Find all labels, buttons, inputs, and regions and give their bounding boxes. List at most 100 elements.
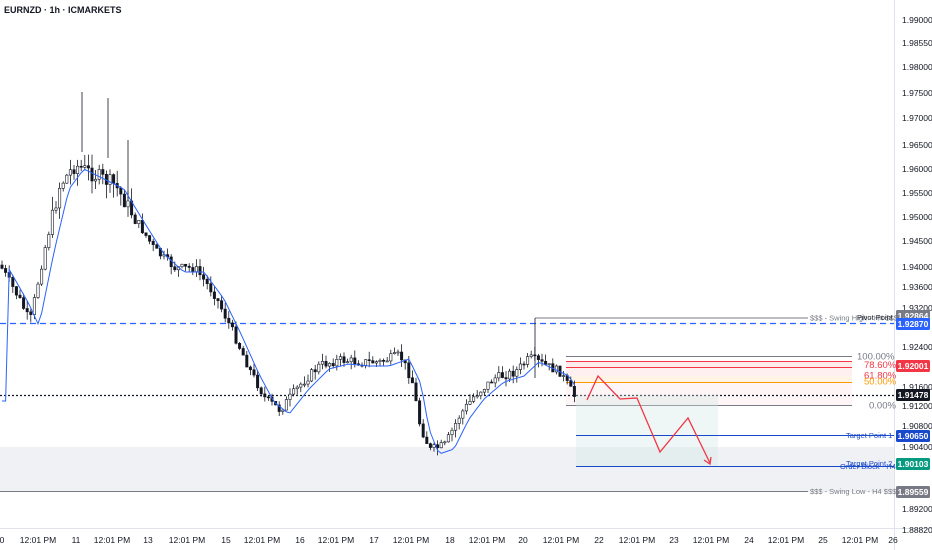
candle-body xyxy=(457,417,461,424)
price-tag-label: 1.89559 xyxy=(898,487,929,497)
candle-body xyxy=(364,359,368,366)
y-tick-label: 1.98000 xyxy=(902,62,932,72)
x-tick-label: 12:01 PM xyxy=(543,535,579,545)
candle-body xyxy=(490,381,494,384)
candle-body xyxy=(421,423,425,438)
candle-body xyxy=(79,165,83,168)
candle-body xyxy=(562,375,566,377)
price-tag-label: 1.92001 xyxy=(898,361,929,371)
price-tag-label: 1.91478 xyxy=(898,390,929,400)
candle-body xyxy=(212,291,216,299)
candle-body xyxy=(256,374,260,389)
candle-body xyxy=(14,286,18,296)
candle-body xyxy=(418,400,422,425)
candle-body xyxy=(526,356,530,365)
fib-label-100: 100.00% xyxy=(857,352,895,363)
candle-body xyxy=(508,370,512,380)
y-tick-label: 1.99000 xyxy=(902,15,932,25)
candle-body xyxy=(86,165,90,169)
order-block-zone xyxy=(0,447,894,492)
candle-body xyxy=(198,266,202,276)
price-tag-swing-low xyxy=(896,486,930,498)
candle-body xyxy=(97,169,101,180)
projection-path xyxy=(586,374,711,464)
candle-body xyxy=(367,359,371,361)
symbol-title: EURNZD · 1h · ICMARKETS xyxy=(4,5,122,15)
candle-body xyxy=(36,283,40,298)
candle-body xyxy=(317,363,321,373)
y-tick-label: 1.92400 xyxy=(902,342,932,352)
fib-zone-618 xyxy=(566,367,852,376)
candle-body xyxy=(126,200,130,208)
x-tick-label: 12:01 PM xyxy=(169,535,205,545)
candle-body xyxy=(112,174,116,184)
candle-body xyxy=(223,308,227,319)
y-tick-label: 1.97500 xyxy=(902,88,932,98)
candle-body xyxy=(292,388,296,395)
price-tag-target-1 xyxy=(896,430,930,442)
candle-body xyxy=(544,360,548,365)
candle-body xyxy=(572,386,576,397)
candle-body xyxy=(43,247,47,270)
y-tick-label: 1.97000 xyxy=(902,113,932,123)
candle-body xyxy=(50,209,54,235)
candle-body xyxy=(238,343,242,349)
x-tick-label: 12:01 PM xyxy=(244,535,280,545)
y-tick-label: 1.93600 xyxy=(902,282,932,292)
candle-body xyxy=(299,383,303,388)
candle-body xyxy=(504,377,508,380)
y-tick-label: 1.96500 xyxy=(902,140,932,150)
x-tick-label: 17 xyxy=(369,535,379,545)
candle-body xyxy=(446,434,450,443)
pivot-point-label: Pivot Point xyxy=(857,313,894,322)
price-tag-current xyxy=(896,389,930,401)
candle-body xyxy=(407,362,411,379)
y-tick-label: 1.98550 xyxy=(902,38,932,48)
candle-body xyxy=(234,326,238,344)
x-axis[interactable]: 0 12:01 PM 11 12:01 PM 13 12:01 PM 15 12:01 PM 1… xyxy=(0,535,898,545)
candle-body xyxy=(529,354,533,357)
candle-body xyxy=(374,361,378,364)
candle-body xyxy=(202,274,206,280)
candle-body xyxy=(22,297,26,309)
x-tick-label: 12:01 PM xyxy=(393,535,429,545)
candle-body xyxy=(425,436,429,444)
candle-body xyxy=(54,207,58,211)
fib-label-50: 50.00% xyxy=(864,377,897,388)
fib-label-786: 78.60% xyxy=(864,360,897,371)
candle-body xyxy=(281,409,285,412)
candle-body xyxy=(396,351,400,354)
candle-body xyxy=(547,363,551,365)
candle-body xyxy=(439,442,443,449)
price-tag-label: 1.90103 xyxy=(898,459,929,469)
candle-body xyxy=(216,298,220,301)
candle-body xyxy=(479,391,483,396)
candle-body xyxy=(493,377,497,384)
candle-body xyxy=(400,351,404,361)
candle-body xyxy=(266,396,270,399)
swing-low-label: $$$ - Swing Low - H4 $$$ xyxy=(810,487,897,496)
x-tick-label: 18 xyxy=(445,535,455,545)
candlestick-series[interactable] xyxy=(0,92,576,456)
candle-body xyxy=(385,360,389,363)
candle-body xyxy=(277,404,281,412)
candle-body xyxy=(569,380,573,387)
candle-body xyxy=(259,387,263,395)
order-block-label: Order Block - H4 xyxy=(840,462,896,471)
candle-body xyxy=(180,263,184,268)
candle-body xyxy=(90,167,94,182)
x-tick-label: 12:01 PM xyxy=(842,535,878,545)
y-axis[interactable]: 1.99000 1.98550 1.98000 1.97500 1.97000 1.965… xyxy=(902,15,932,535)
x-tick-label: 15 xyxy=(221,535,231,545)
candle-body xyxy=(468,401,472,405)
candle-body xyxy=(310,369,314,382)
candle-body xyxy=(155,244,159,249)
candle-body xyxy=(486,381,490,390)
candle-body xyxy=(94,178,98,182)
candle-body xyxy=(122,193,126,208)
candle-body xyxy=(76,165,80,174)
price-tag-label: 1.92870 xyxy=(898,319,929,329)
